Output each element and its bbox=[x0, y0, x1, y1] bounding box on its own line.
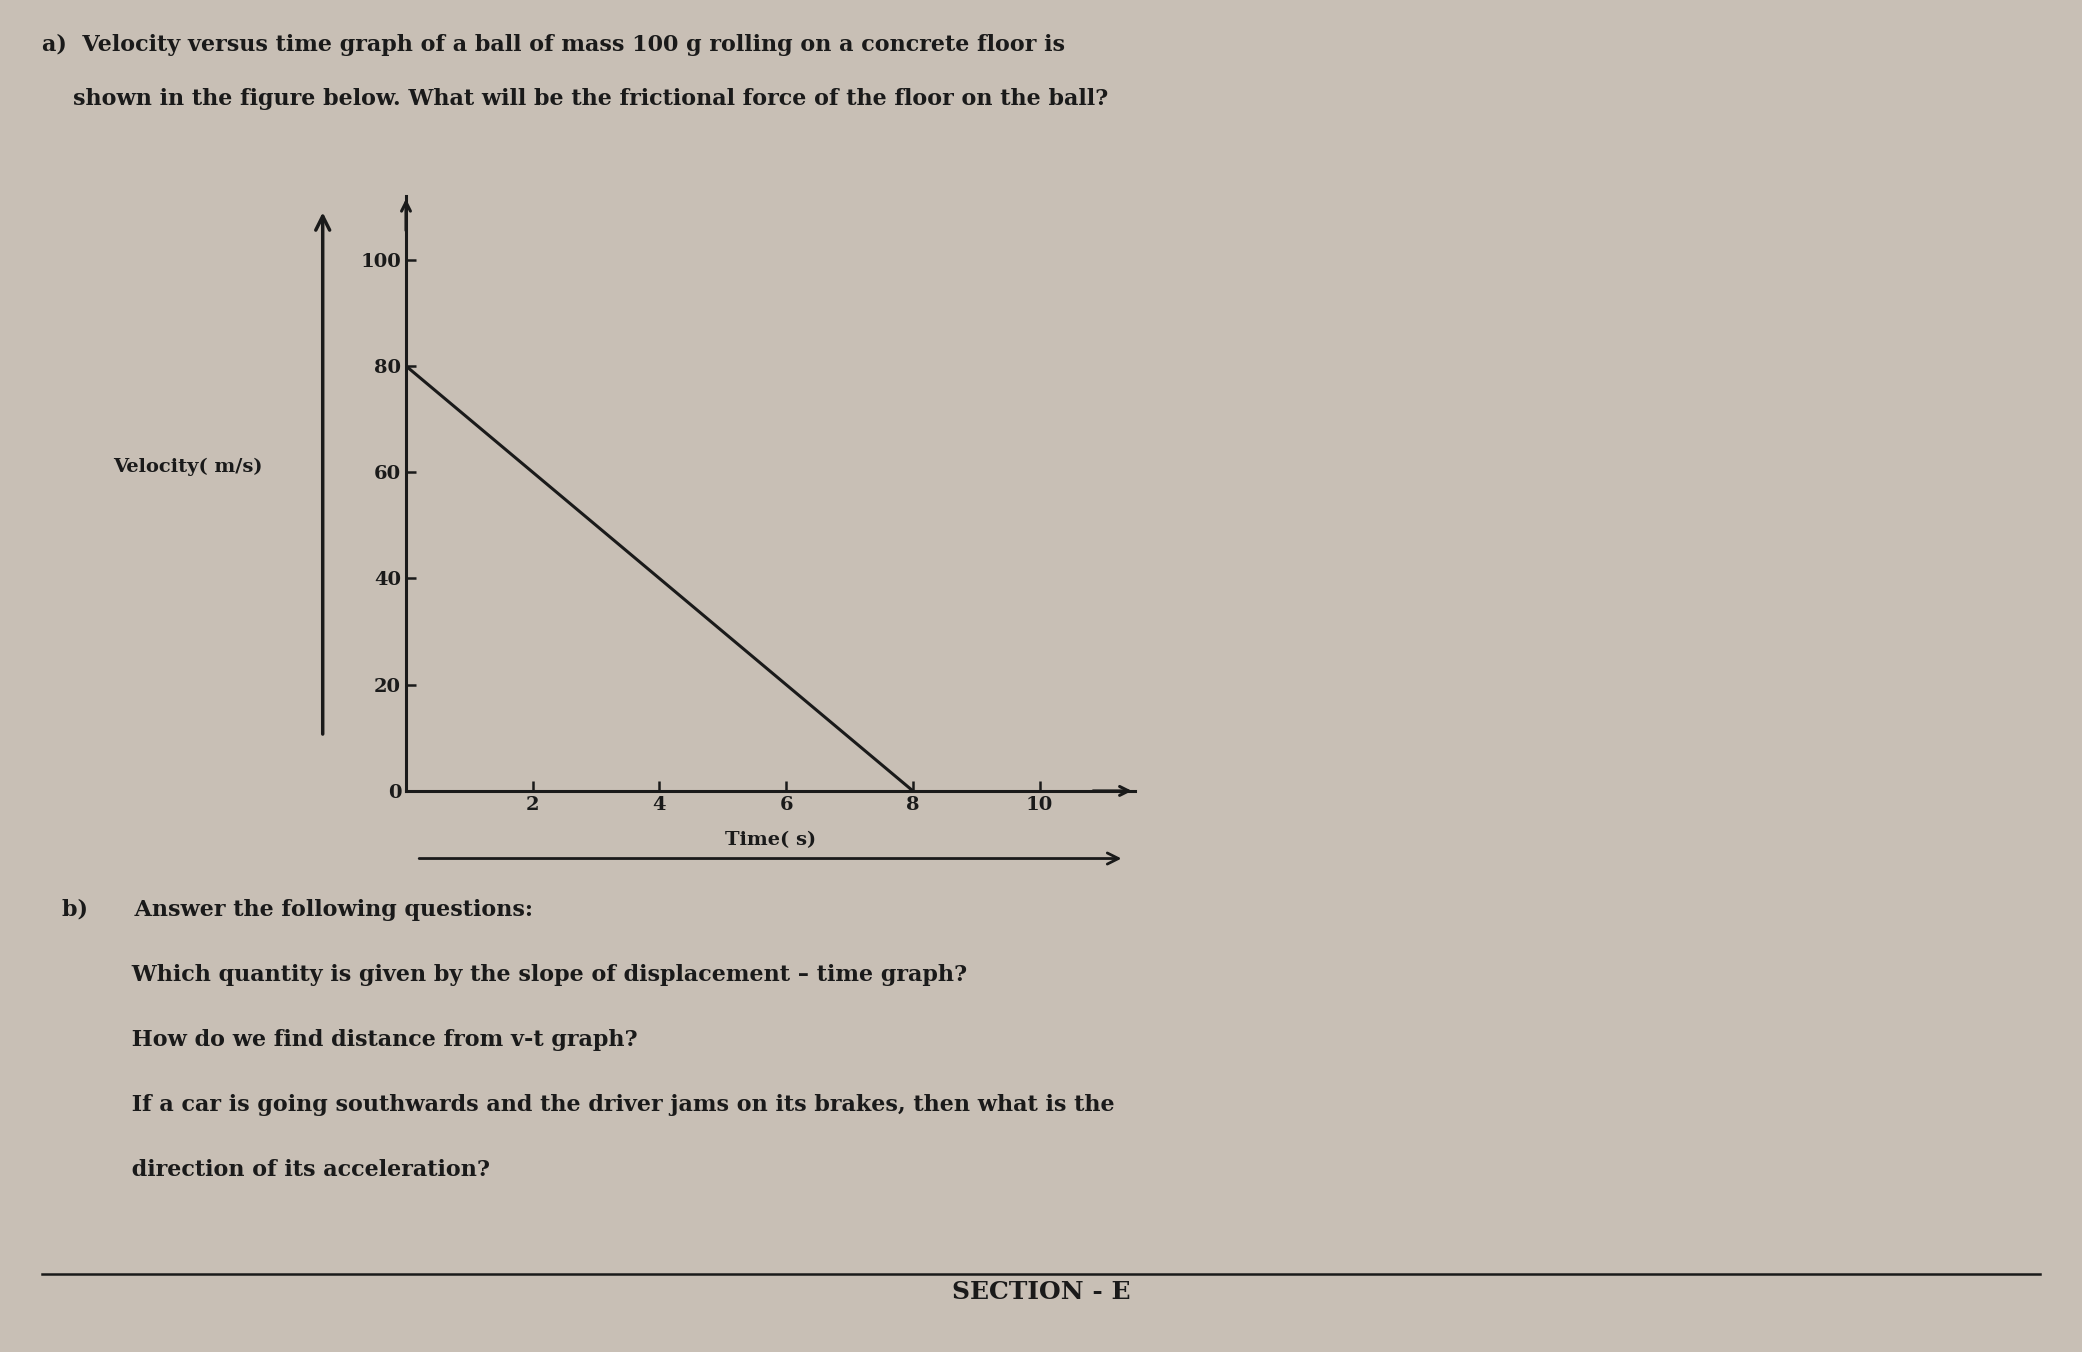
Text: a)  Velocity versus time graph of a ball of mass 100 g rolling on a concrete flo: a) Velocity versus time graph of a ball … bbox=[42, 34, 1064, 55]
Text: shown in the figure below. What will be the frictional force of the floor on the: shown in the figure below. What will be … bbox=[42, 88, 1108, 110]
Text: Which quantity is given by the slope of displacement – time graph?: Which quantity is given by the slope of … bbox=[62, 964, 968, 986]
Text: b)      Answer the following questions:: b) Answer the following questions: bbox=[62, 899, 533, 921]
Text: Velocity( m/s): Velocity( m/s) bbox=[112, 457, 262, 476]
Text: direction of its acceleration?: direction of its acceleration? bbox=[62, 1159, 491, 1180]
Text: SECTION - E: SECTION - E bbox=[951, 1280, 1131, 1305]
Text: If a car is going southwards and the driver jams on its brakes, then what is the: If a car is going southwards and the dri… bbox=[62, 1094, 1116, 1115]
Text: Time( s): Time( s) bbox=[725, 831, 816, 849]
Text: How do we find distance from v-t graph?: How do we find distance from v-t graph? bbox=[62, 1029, 637, 1051]
